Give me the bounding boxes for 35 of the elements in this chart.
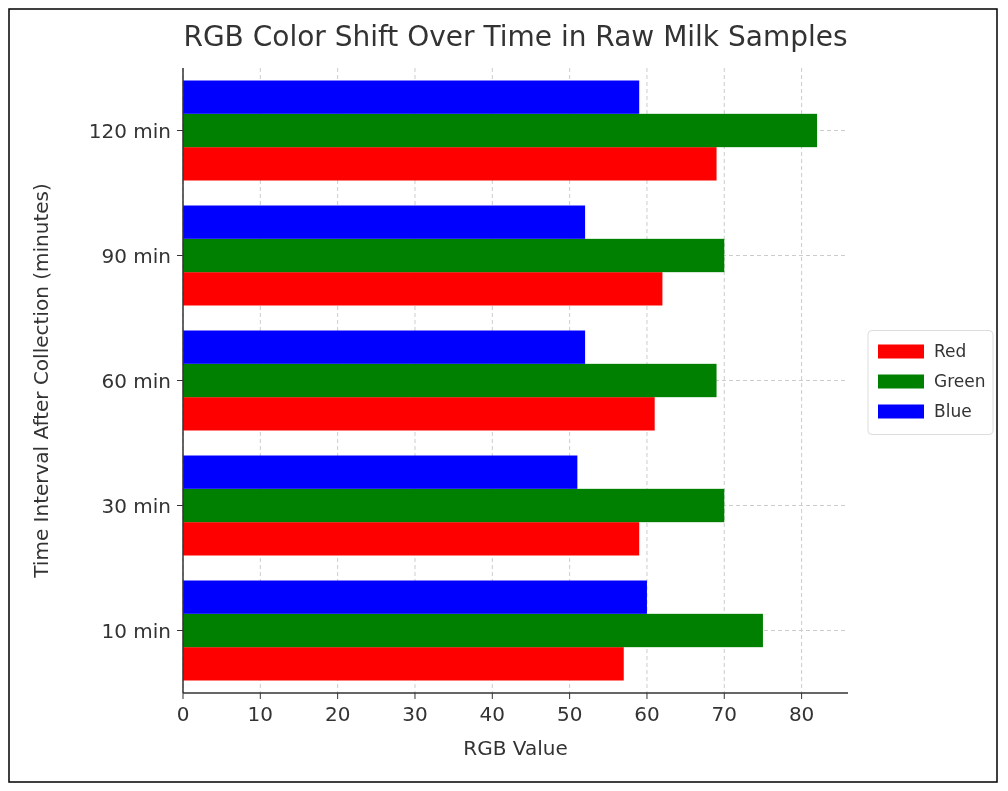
x-tick-label: 70 [711,702,738,726]
y-tick-label: 60 min [101,368,171,393]
x-tick-label: 60 [634,702,660,726]
y-tick-label: 10 min [101,618,171,643]
bar [183,80,640,114]
bar [183,613,763,648]
x-tick-label: 30 [402,702,428,726]
legend-label: Red [934,340,967,361]
x-tick-label: 40 [479,702,506,726]
y-axis-title: Time Interval After Collection (minutes) [29,183,53,579]
bar [183,238,725,273]
bar [183,488,725,523]
y-tick-label: 30 min [101,493,171,518]
x-tick-label: 10 [247,702,274,726]
x-tick-label: 0 [176,702,190,726]
bar [183,363,717,398]
bar [183,397,655,431]
bar [183,330,586,364]
bar [183,647,624,681]
bar [183,113,818,148]
chart-title: RGB Color Shift Over Time in Raw Milk Samples [183,20,848,53]
bar [183,147,717,181]
bar [183,455,578,489]
bar [183,272,663,306]
legend-label: Blue [934,400,972,421]
x-tick-label: 50 [556,702,583,726]
bar [183,522,640,556]
bar [183,205,586,239]
x-tick-label: 20 [324,702,351,726]
legend-label: Green [934,370,986,391]
x-tick-label: 80 [788,702,815,726]
bar [183,580,647,614]
y-tick-label: 90 min [101,243,171,268]
x-axis-title: RGB Value [463,736,568,760]
y-tick-label: 120 min [88,118,171,143]
